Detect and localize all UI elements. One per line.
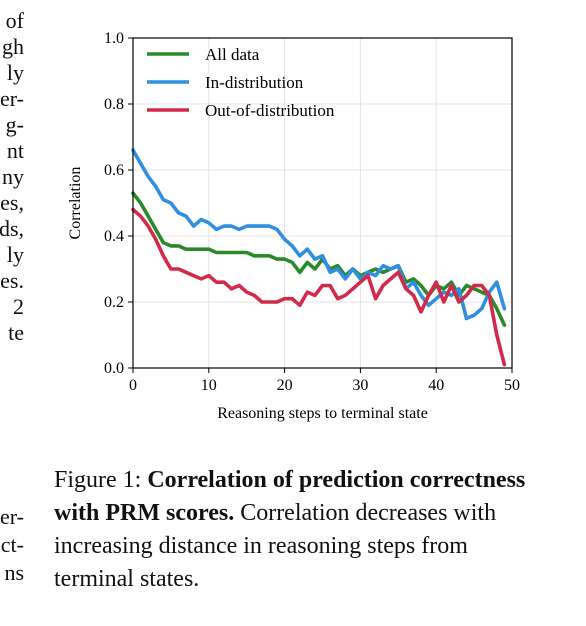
x-tick-label: 40 [428, 377, 444, 394]
figure-caption: Figure 1: Correlation of prediction corr… [54, 464, 534, 596]
y-tick-label: 0.4 [104, 228, 124, 245]
series-line-all-data [131, 191, 507, 327]
axis-ticks: 0 10 20 30 40 50 0.0 0.2 0.4 0.6 0.8 1.0 [104, 30, 520, 394]
y-tick-label: 0.2 [104, 294, 124, 311]
caption-title: Correlation of prediction correctness wi… [54, 467, 526, 526]
legend-label: Out-of-distribution [205, 101, 335, 120]
text-fragment: es. [0, 268, 24, 293]
text-fragment: ds, [0, 216, 24, 241]
text-fragment: ns [4, 560, 24, 585]
plot-frame [132, 37, 513, 369]
caption-text: Correlation decreases with increasing di… [54, 500, 497, 592]
legend-label: All data [205, 45, 260, 64]
x-tick-label: 50 [504, 377, 520, 394]
grid-lines [132, 37, 513, 369]
y-tick-label: 0.8 [104, 96, 124, 113]
text-fragment: gh [2, 34, 24, 59]
x-tick-label: 10 [201, 377, 217, 394]
x-axis-label: Reasoning steps to terminal state [217, 405, 428, 422]
correlation-line-chart: 0 10 20 30 40 50 0.0 0.2 0.4 0.6 0.8 1.0 Reasoning … [67, 30, 520, 422]
text-fragment: 2 [13, 294, 24, 319]
y-tick-label: 0.0 [104, 360, 124, 377]
legend-label: In-distribution [205, 73, 304, 92]
text-fragment: er- [0, 86, 24, 111]
text-fragment: es, [0, 190, 24, 215]
text-fragment: ct- [0, 532, 24, 557]
text-fragment: te [8, 320, 24, 345]
series-lines [131, 148, 507, 367]
text-fragment: of [5, 8, 24, 33]
text-fragment: er- [0, 504, 24, 529]
series-line-in-distribution [131, 148, 507, 321]
text-fragment: g- [5, 112, 24, 137]
text-fragment: ly [6, 242, 24, 267]
legend: All data In-distribution Out-of-distributi… [147, 45, 335, 120]
text-fragment: ly [6, 60, 24, 85]
x-tick-label: 0 [129, 377, 137, 394]
y-tick-label: 0.6 [104, 162, 124, 179]
x-tick-label: 20 [277, 377, 293, 394]
series-line-out-of-distribution [131, 207, 507, 367]
x-tick-label: 30 [352, 377, 368, 394]
y-tick-label: 1.0 [104, 30, 124, 47]
text-fragment: ny [2, 164, 24, 189]
caption-label: Figure 1: [54, 467, 142, 493]
y-axis-label: Correlation [67, 167, 84, 240]
text-fragment: nt [6, 138, 24, 163]
